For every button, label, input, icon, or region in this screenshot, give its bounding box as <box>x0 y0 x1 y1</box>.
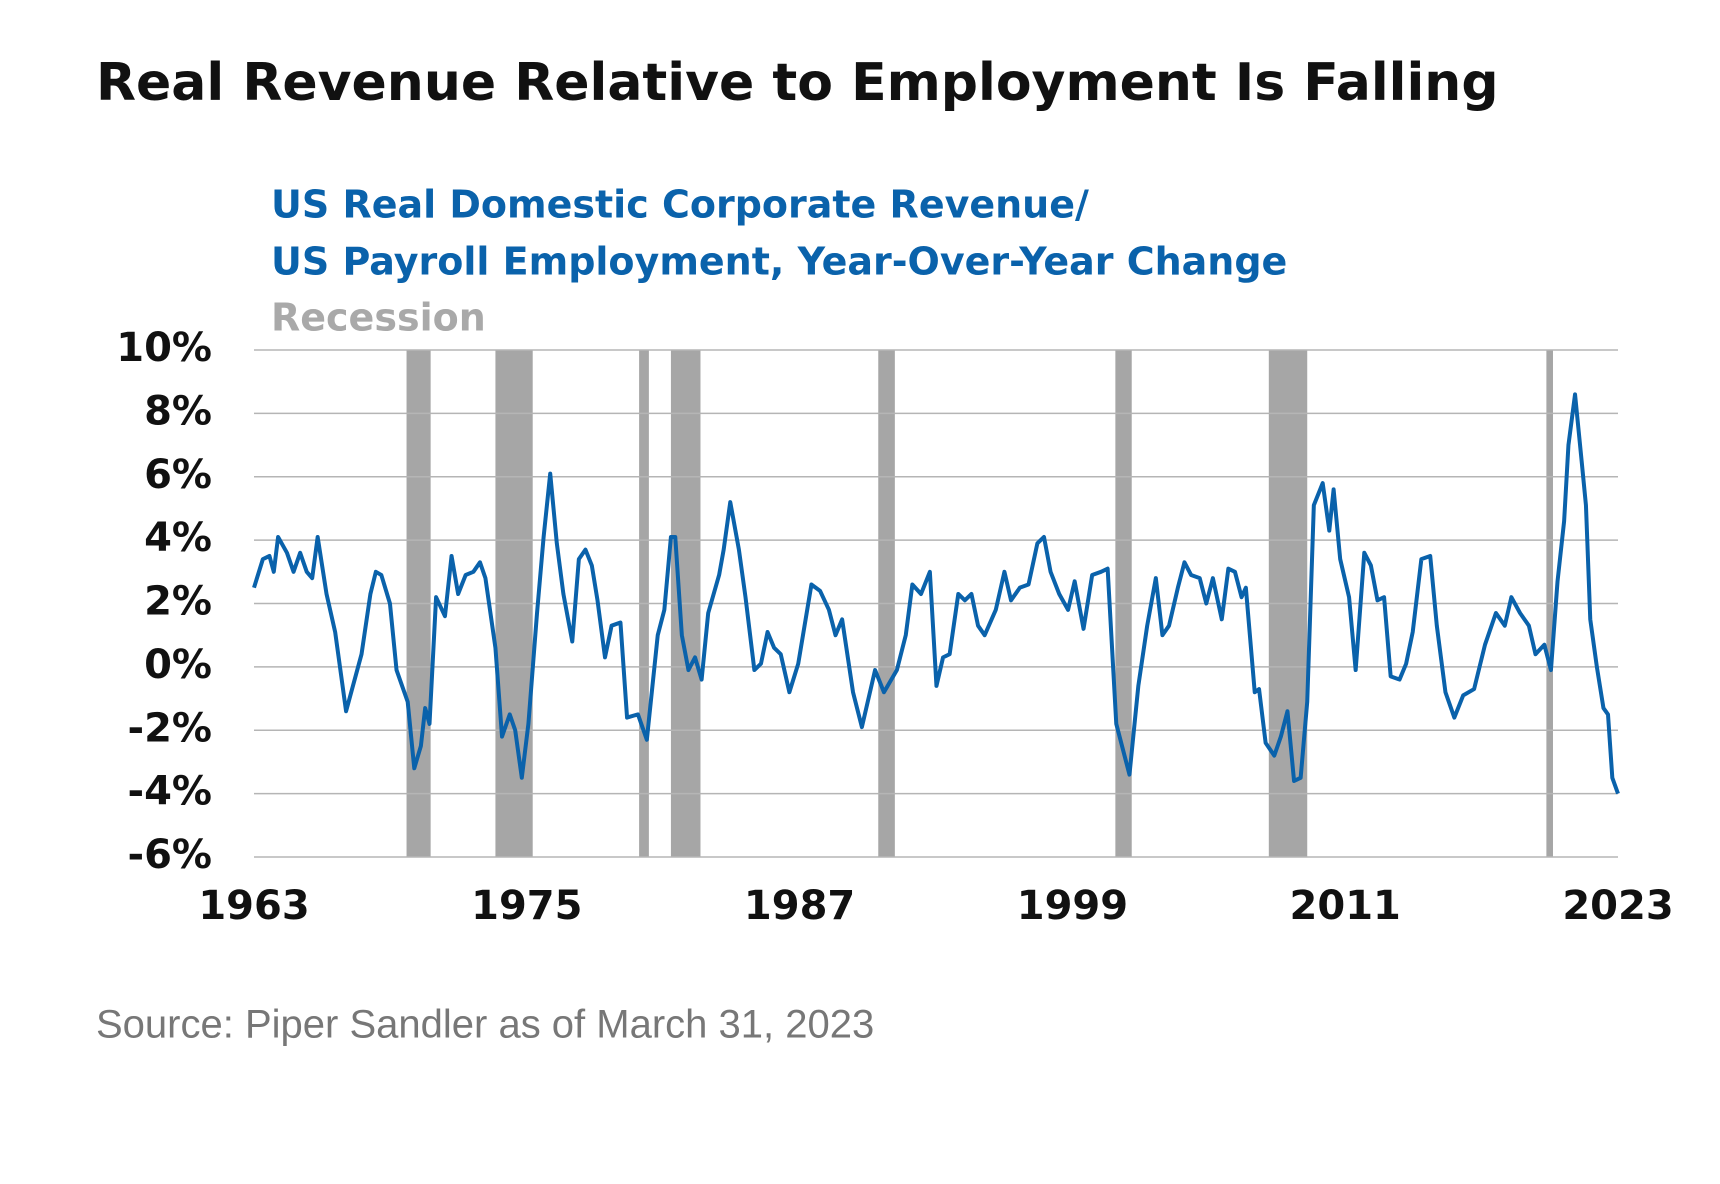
x-tick-label: 1963 <box>198 883 309 929</box>
x-tick-label: 1987 <box>744 883 855 929</box>
legend-line: US Real Domestic Corporate Revenue/ <box>271 183 1089 227</box>
recession-label: Recession <box>271 296 486 340</box>
y-tick-label: 0% <box>144 642 212 688</box>
y-tick-label: 4% <box>144 515 212 561</box>
y-tick-label: -2% <box>127 705 212 751</box>
y-tick-label: 8% <box>144 388 212 434</box>
y-tick-label: 6% <box>144 452 212 498</box>
x-tick-label: 1975 <box>471 883 582 929</box>
y-tick-label: 2% <box>144 579 212 625</box>
y-tick-label: -6% <box>127 832 212 878</box>
x-tick-label: 1999 <box>1017 883 1128 929</box>
chart-title: Real Revenue Relative to Employment Is F… <box>96 53 1499 113</box>
legend-line: US Payroll Employment, Year-Over-Year Ch… <box>271 240 1287 284</box>
source-note: Source: Piper Sandler as of March 31, 20… <box>96 1003 874 1047</box>
data-line <box>252 392 1620 795</box>
y-tick-label: 10% <box>116 325 212 371</box>
x-tick-label: 2023 <box>1562 883 1673 929</box>
x-tick-label: 2011 <box>1290 883 1401 929</box>
y-tick-label: -4% <box>127 769 212 815</box>
